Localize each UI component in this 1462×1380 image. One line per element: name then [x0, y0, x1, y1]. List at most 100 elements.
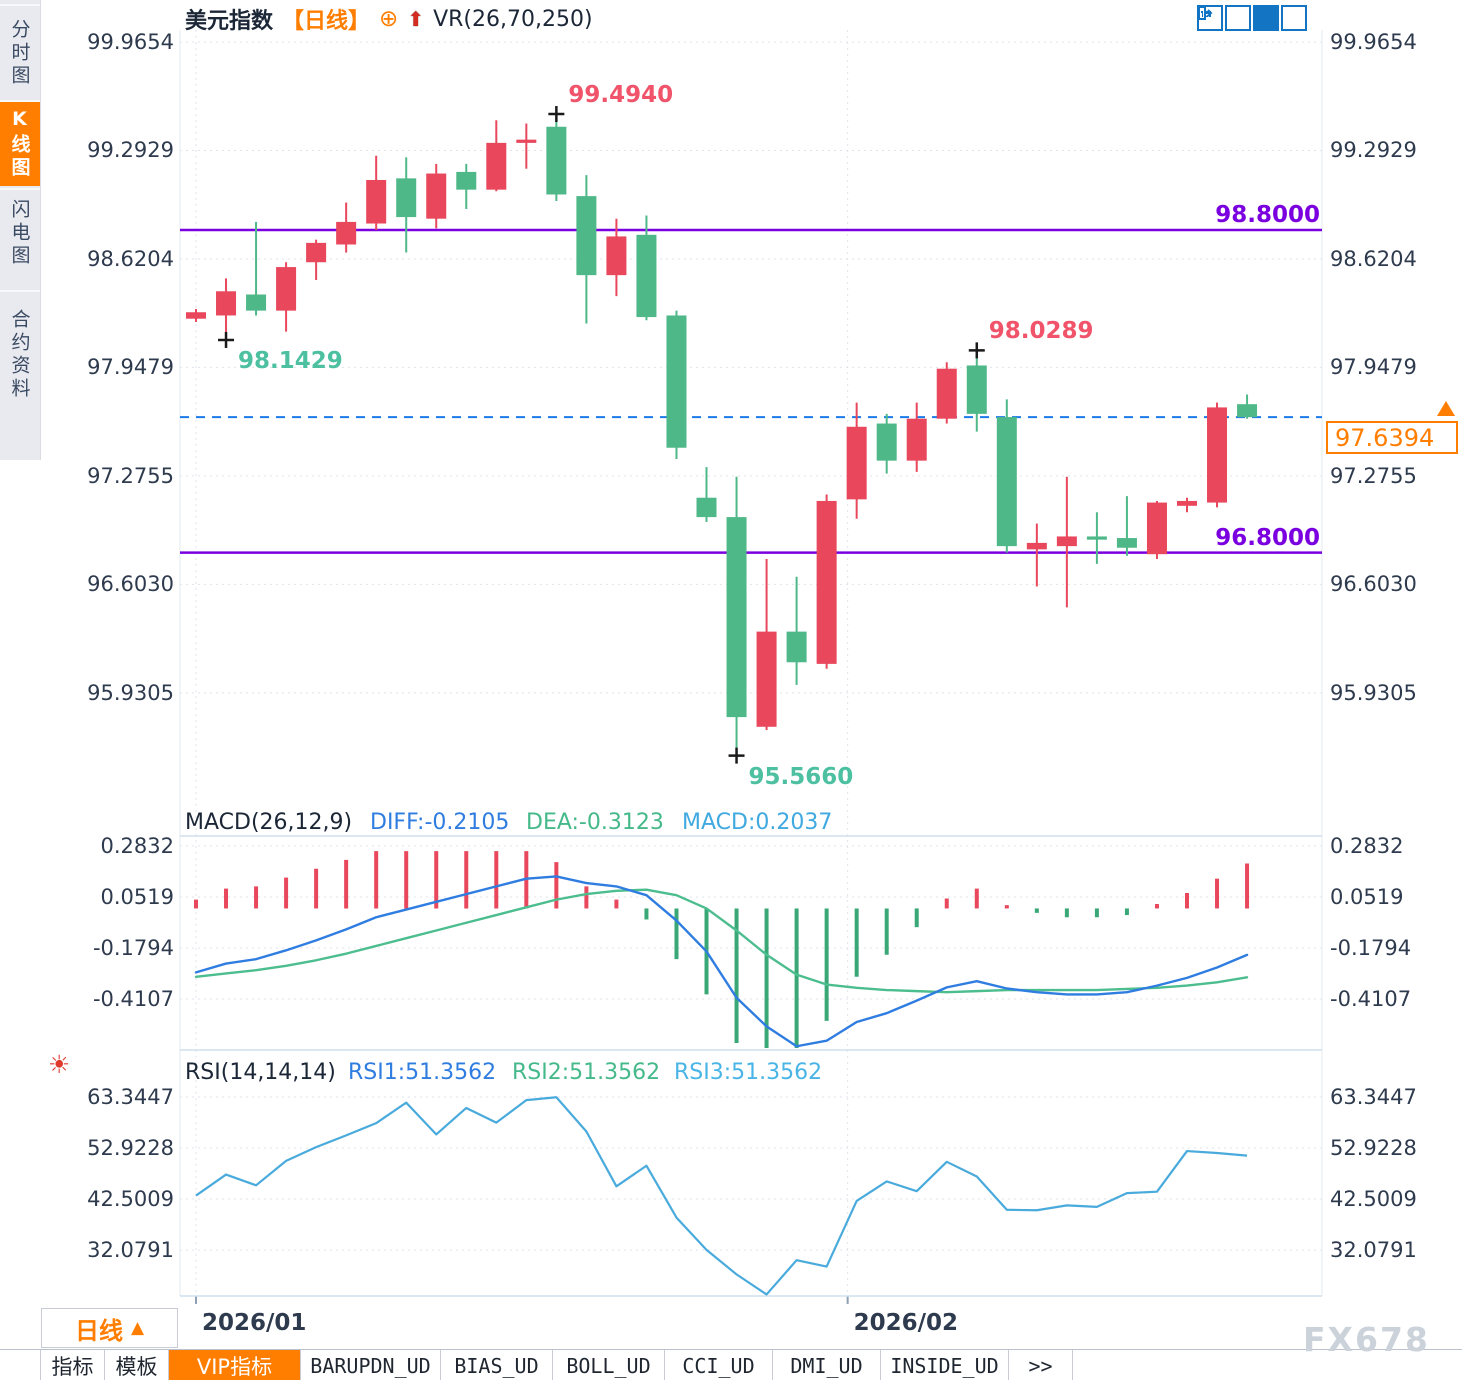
settings-sun-icon[interactable]: ☀	[48, 1050, 71, 1079]
chart-toolbar	[1197, 5, 1307, 31]
candle-36[interactable]	[1237, 404, 1258, 418]
rsi-label: RSI(14,14,14)	[185, 1060, 336, 1085]
rsi3-value: RSI3:51.3562	[674, 1060, 823, 1085]
candle-2[interactable]	[216, 291, 237, 316]
y-axis-label: 0.0519	[1330, 884, 1404, 909]
price-up-arrow-icon	[1437, 401, 1455, 416]
watermark: FX678	[1303, 1320, 1430, 1359]
candle-1[interactable]	[186, 312, 206, 319]
y-axis-label: 99.9654	[1330, 30, 1417, 54]
y-axis-label: -0.1794	[1330, 935, 1412, 960]
candle-18[interactable]	[696, 497, 717, 518]
candle-34[interactable]	[1176, 500, 1197, 506]
symbol-title: 美元指数	[185, 9, 274, 34]
candle-23[interactable]	[846, 426, 867, 500]
current-price-tag: 97.6394	[1326, 421, 1458, 454]
y-axis-label: 99.2929	[1330, 138, 1417, 163]
y-axis-label: 0.2832	[1330, 833, 1404, 858]
support-line-label: 96.8000	[1215, 524, 1320, 551]
candle-30[interactable]	[1056, 536, 1077, 547]
candle-5[interactable]	[306, 242, 327, 263]
y-axis-label: -0.4107	[92, 986, 174, 1011]
bottom-tab-2[interactable]: 模板	[105, 1350, 169, 1380]
add-indicator-icon[interactable]: ⊕	[379, 5, 399, 32]
sidebar-tab-3[interactable]: 闪电图	[0, 188, 40, 276]
y-axis-label: 98.6204	[1330, 246, 1417, 271]
y-axis-label: 52.9228	[87, 1136, 174, 1160]
candle-9[interactable]	[426, 173, 447, 219]
y-axis-label: 0.0519	[100, 884, 174, 909]
bottom-tab-7[interactable]: CCI_UD	[665, 1350, 773, 1380]
candle-4[interactable]	[276, 267, 297, 311]
candle-26[interactable]	[936, 368, 957, 419]
macd-label: MACD(26,12,9)	[185, 810, 353, 835]
support-line-label: 98.8000	[1215, 201, 1320, 228]
candle-17[interactable]	[666, 315, 687, 448]
time-axis-label: 2026/01	[202, 1310, 307, 1336]
y-axis-label: 97.9479	[1330, 355, 1417, 380]
sidebar: 分时图 K线图 闪电图合约资料	[0, 0, 41, 460]
price-annotation: 98.0289	[988, 318, 1094, 345]
bottom-tab-9[interactable]: INSIDE_UD	[881, 1350, 1009, 1380]
candle-24[interactable]	[876, 423, 897, 461]
tab-bar-corner	[0, 1350, 41, 1380]
period-tag: 【日线】	[282, 9, 371, 34]
candle-35[interactable]	[1207, 407, 1228, 503]
y-axis-label: -0.1794	[92, 935, 174, 960]
bottom-tab-6[interactable]: BOLL_UD	[553, 1350, 665, 1380]
up-arrow-icon: ⬆	[407, 7, 425, 31]
candle-12[interactable]	[516, 139, 537, 143]
price-annotation: 99.4940	[568, 82, 674, 109]
candle-22[interactable]	[816, 500, 837, 664]
candle-20[interactable]	[756, 631, 777, 727]
y-axis-label: 42.5009	[87, 1187, 174, 1211]
candle-33[interactable]	[1146, 502, 1167, 555]
y-axis-label: 63.3447	[87, 1085, 174, 1109]
exit-right-icon[interactable]	[1198, 5, 1307, 31]
y-axis-label: 96.6030	[1330, 572, 1417, 597]
candle-16[interactable]	[636, 234, 657, 318]
y-axis-label: 32.0791	[1330, 1238, 1417, 1262]
axis-play-icon[interactable]	[1199, 5, 1279, 31]
candle-15[interactable]	[606, 236, 627, 276]
candle-11[interactable]	[486, 142, 507, 190]
sidebar-tab-2[interactable]: K线图	[0, 100, 40, 186]
candle-14[interactable]	[576, 196, 597, 276]
candle-27[interactable]	[966, 365, 987, 414]
candle-13[interactable]	[546, 126, 567, 195]
period-selector[interactable]: 日线 ▲	[41, 1308, 178, 1348]
bottom-tab-3[interactable]: VIP指标	[169, 1350, 301, 1380]
y-axis-label: 0.2832	[100, 833, 174, 858]
candle-31[interactable]	[1086, 536, 1107, 540]
y-axis-label: 52.9228	[1330, 1136, 1417, 1160]
candle-21[interactable]	[786, 631, 807, 663]
sidebar-tab-4[interactable]: 合约资料	[0, 290, 40, 418]
y-axis-label: 97.2755	[1330, 463, 1417, 488]
candle-7[interactable]	[366, 179, 387, 224]
macd-macd-value: MACD:0.2037	[682, 810, 833, 835]
candle-10[interactable]	[456, 171, 477, 190]
bottom-tab-10[interactable]: >>	[1009, 1350, 1073, 1380]
bottom-tab-4[interactable]: BARUPDN_UD	[301, 1350, 441, 1380]
bottom-tab-5[interactable]: BIAS_UD	[441, 1350, 553, 1380]
y-axis-label: 99.9654	[87, 30, 174, 54]
axis-scale-icon[interactable]	[1199, 5, 1251, 31]
candle-29[interactable]	[1026, 542, 1047, 550]
candle-6[interactable]	[336, 221, 357, 245]
time-axis-label: 2026/02	[853, 1310, 959, 1336]
candle-19[interactable]	[726, 517, 747, 718]
bottom-tab-1[interactable]: 指标	[41, 1350, 105, 1380]
candle-32[interactable]	[1116, 538, 1137, 548]
bottom-tab-8[interactable]: DMI_UD	[773, 1350, 881, 1380]
sidebar-tab-1[interactable]: 分时图	[0, 4, 40, 100]
price-annotation: 98.1429	[238, 347, 343, 374]
candle-8[interactable]	[396, 178, 417, 218]
candle-28[interactable]	[996, 417, 1017, 547]
rsi1-value: RSI1:51.3562	[348, 1060, 497, 1085]
candle-25[interactable]	[906, 418, 927, 461]
candle-3[interactable]	[246, 294, 267, 311]
price-annotation: 95.5660	[748, 763, 854, 790]
macd-diff-value: DIFF:-0.2105	[370, 810, 510, 835]
